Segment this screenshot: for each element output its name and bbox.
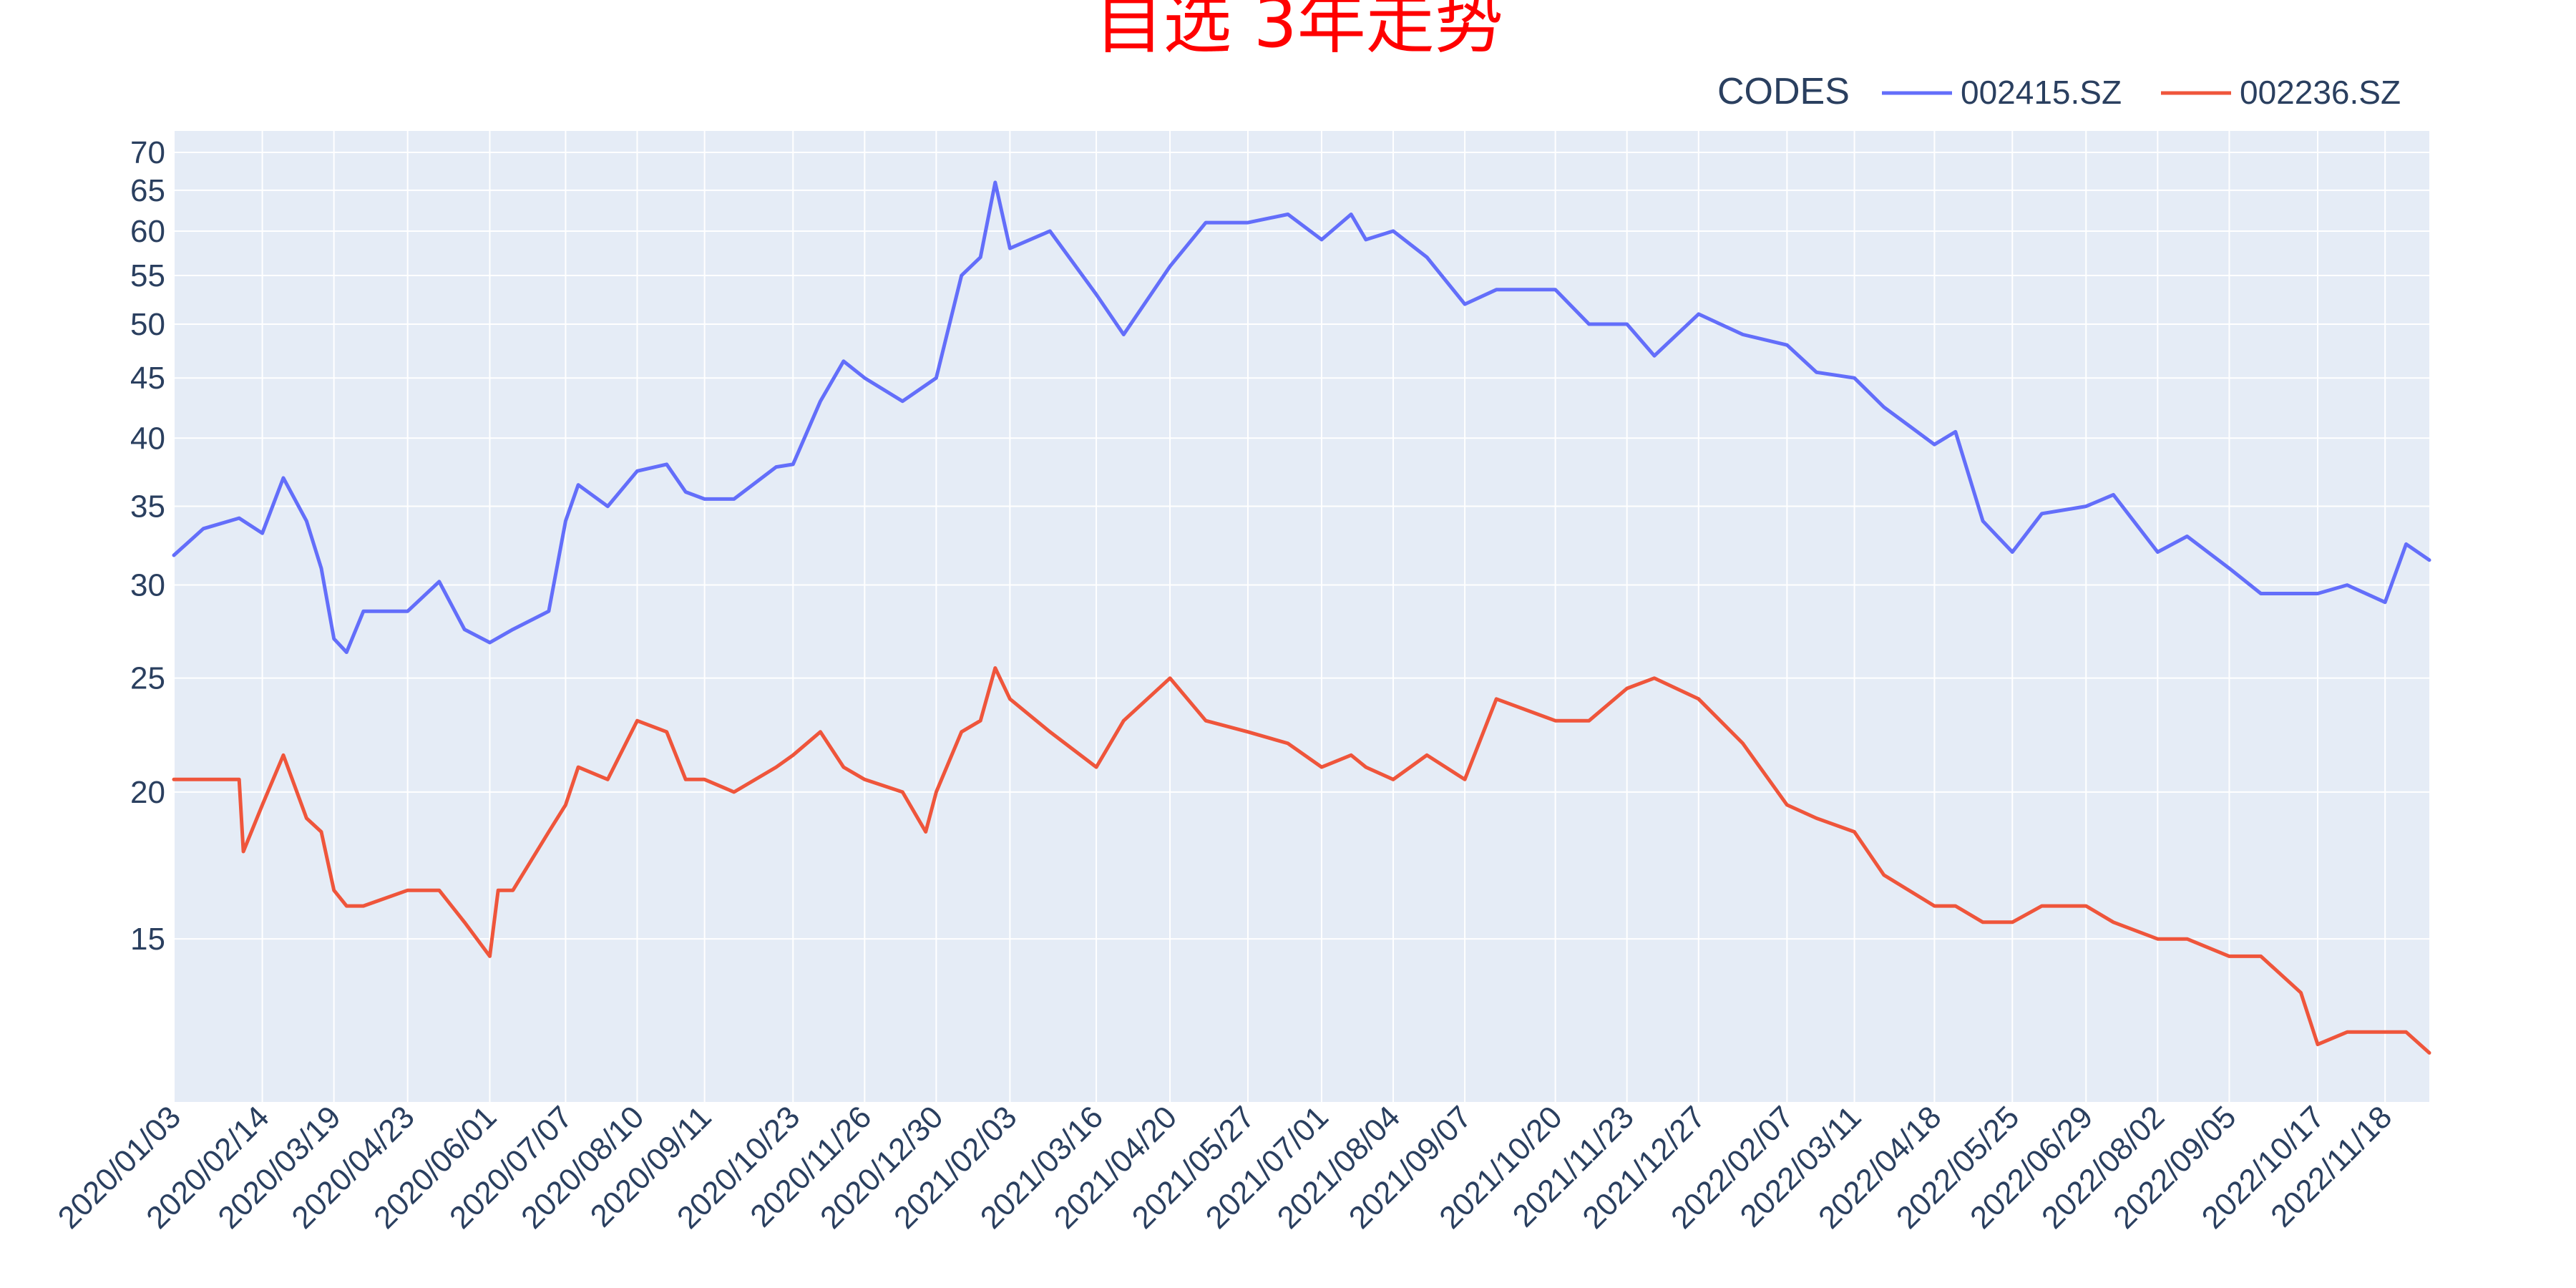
y-tick-label: 70 [130,135,165,170]
legend-label-series-1: 002236.SZ [2240,74,2401,111]
y-tick-label: 15 [130,922,165,957]
chart-title: 自选 3年走势 [1094,0,1503,63]
legend: CODES 002415.SZ 002236.SZ [1717,71,2401,112]
y-tick-label: 25 [130,661,165,696]
legend-label-series-0: 002415.SZ [1961,74,2122,111]
legend-title: CODES [1717,71,1850,112]
y-tick-label: 65 [130,173,165,208]
grid [173,131,2429,1102]
y-tick-label: 35 [130,489,165,525]
y-tick-label: 60 [130,214,165,249]
y-tick-label: 30 [130,568,165,603]
y-tick-label: 55 [130,258,165,293]
series-line-0 [172,180,2431,654]
x-axis: 2020/01/032020/02/142020/03/192020/04/23… [52,1099,2399,1235]
y-tick-label: 40 [130,421,165,456]
y-tick-label: 45 [130,361,165,396]
plot-area [174,131,2429,1102]
series-line-1 [172,666,2431,1055]
y-tick-label: 20 [130,775,165,810]
y-tick-label: 50 [130,307,165,342]
series-lines [172,180,2431,1055]
